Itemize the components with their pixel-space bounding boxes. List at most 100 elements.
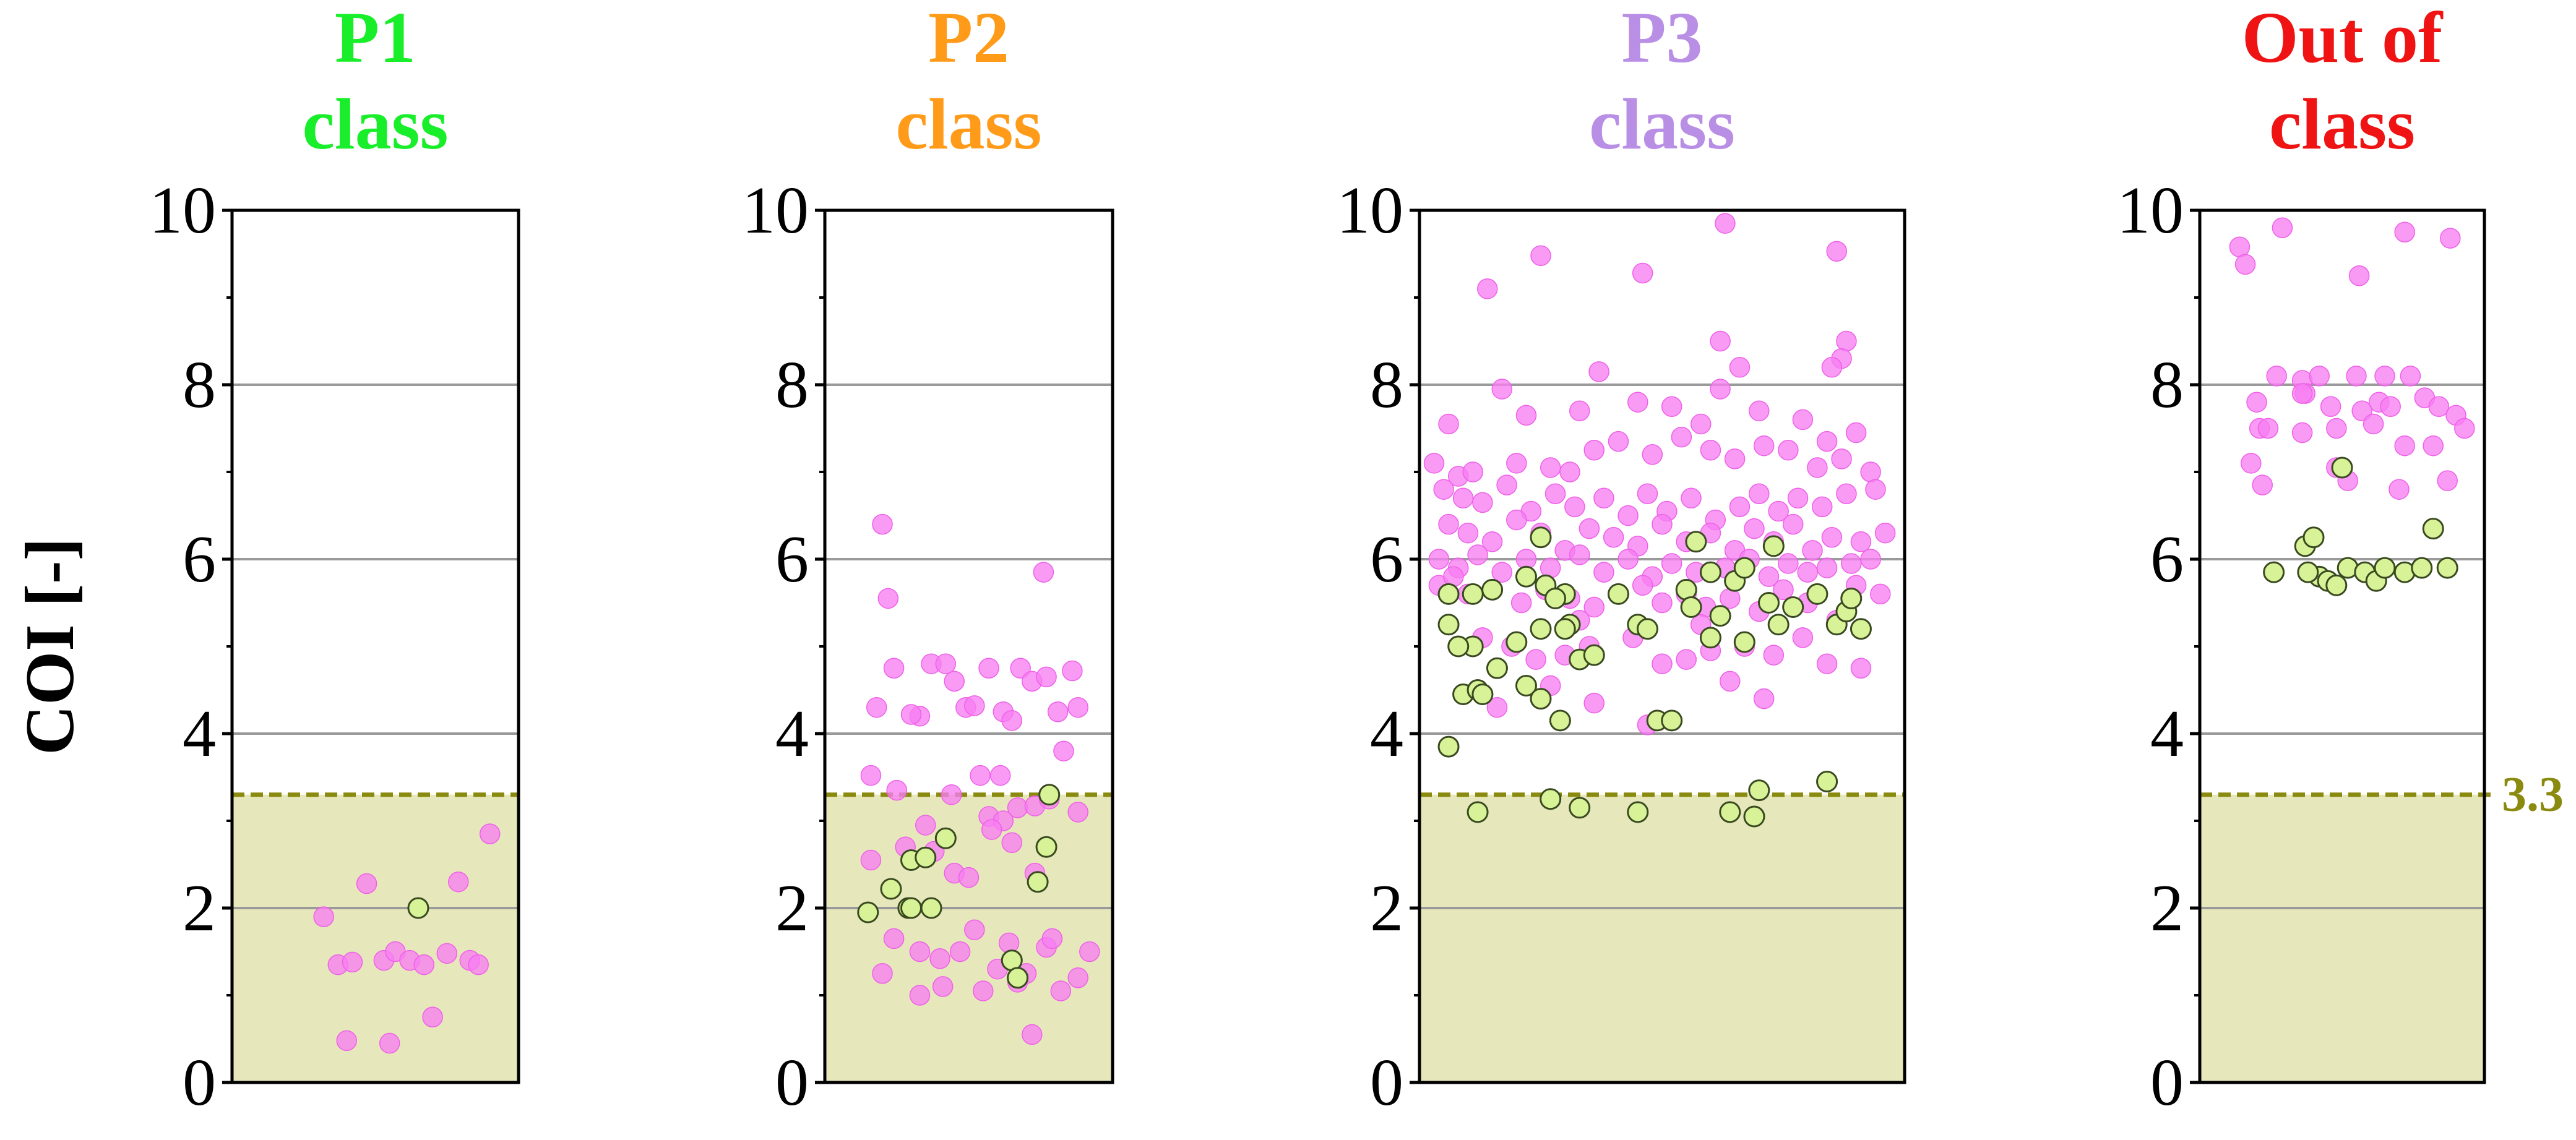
- data-point-magenta: [2400, 366, 2421, 387]
- data-point-green: [1743, 805, 1765, 828]
- data-point-magenta: [883, 928, 905, 949]
- data-point-green: [1506, 631, 1528, 653]
- data-point-magenta: [2229, 236, 2251, 257]
- data-point-magenta: [1540, 457, 1561, 478]
- data-point-magenta: [1642, 444, 1663, 465]
- data-point-magenta: [1472, 492, 1493, 513]
- data-point-magenta: [1720, 671, 1741, 692]
- data-point-magenta: [1583, 692, 1605, 714]
- data-point-green: [1462, 583, 1484, 605]
- data-point-green: [1515, 674, 1537, 696]
- data-point-magenta: [1778, 553, 1799, 574]
- data-point-magenta: [872, 963, 893, 984]
- data-point-magenta: [1749, 483, 1770, 504]
- data-point-green: [1583, 644, 1605, 666]
- data-point-green: [1680, 596, 1702, 619]
- data-point-magenta: [860, 765, 882, 786]
- data-point-magenta: [1836, 330, 1857, 352]
- data-point-green: [880, 878, 902, 900]
- data-point-magenta: [468, 954, 489, 975]
- data-point-green: [1762, 535, 1785, 557]
- data-point-magenta: [1661, 553, 1682, 574]
- data-point-magenta: [1544, 483, 1566, 504]
- data-point-magenta: [1821, 527, 1843, 548]
- data-point-magenta: [883, 658, 905, 679]
- data-point-magenta: [1710, 379, 1731, 400]
- data-point-green: [1027, 871, 1049, 893]
- data-point-magenta: [1433, 479, 1454, 500]
- threshold-region: [1419, 794, 1905, 1082]
- panel-title-line2: class: [1589, 84, 1735, 165]
- y-tick-label: 10: [742, 174, 809, 247]
- data-point-green: [1471, 684, 1494, 706]
- data-point-magenta: [964, 919, 985, 940]
- data-point-green: [1709, 605, 1731, 627]
- data-point-magenta: [2241, 453, 2262, 474]
- data-point-green: [1699, 561, 1721, 583]
- y-tick-label: 10: [1337, 174, 1403, 247]
- data-point-magenta: [1632, 575, 1653, 596]
- data-point-green: [1699, 627, 1721, 649]
- data-point-magenta: [1496, 474, 1517, 495]
- y-tick-label: 2: [775, 872, 809, 945]
- data-point-magenta: [422, 1006, 443, 1027]
- data-point-magenta: [1067, 802, 1088, 823]
- data-point-magenta: [1690, 413, 1712, 435]
- data-point-magenta: [909, 941, 931, 962]
- data-point-green: [407, 897, 429, 919]
- data-point-magenta: [909, 985, 931, 1006]
- panel-title-line2: class: [2269, 84, 2415, 165]
- panel-title-line1: Out of: [2242, 0, 2444, 78]
- data-point-green: [1661, 709, 1683, 732]
- data-point-magenta: [1618, 549, 1639, 570]
- data-point-magenta: [1510, 592, 1532, 614]
- data-point-magenta: [1481, 531, 1503, 552]
- data-point-magenta: [2351, 400, 2372, 422]
- data-point-magenta: [2374, 366, 2395, 387]
- data-point-magenta: [1050, 980, 1072, 1001]
- data-point-magenta: [1860, 549, 1881, 570]
- data-point-green: [1486, 657, 1508, 679]
- data-point-magenta: [1652, 653, 1673, 674]
- data-point-magenta: [1506, 509, 1527, 531]
- y-axis-label: COI [-]: [12, 538, 88, 755]
- data-point-magenta: [1816, 431, 1838, 452]
- y-tick-label: 4: [1370, 697, 1403, 771]
- data-point-green: [1636, 618, 1658, 640]
- panel-title-line2: class: [303, 84, 449, 165]
- data-point-magenta: [981, 819, 1002, 840]
- data-point-magenta: [998, 932, 1020, 954]
- data-point-green: [2325, 574, 2348, 596]
- data-point-magenta: [1652, 592, 1673, 614]
- data-point-magenta: [2320, 396, 2341, 417]
- data-point-green: [1850, 618, 1872, 640]
- data-point-magenta: [2394, 221, 2415, 242]
- data-point-green: [1515, 565, 1537, 588]
- data-point-magenta: [356, 873, 377, 894]
- data-point-magenta: [877, 588, 899, 609]
- data-point-magenta: [958, 867, 980, 888]
- data-point-magenta: [1797, 562, 1818, 583]
- data-point-magenta: [932, 976, 954, 997]
- data-point-green: [1719, 801, 1741, 823]
- data-point-magenta: [1637, 483, 1658, 504]
- y-tick-label: 6: [183, 523, 216, 596]
- data-point-magenta: [2454, 418, 2475, 439]
- data-point-magenta: [1467, 544, 1488, 565]
- data-point-green: [920, 897, 942, 919]
- data-point-magenta: [2246, 392, 2267, 413]
- data-point-magenta: [872, 513, 893, 535]
- panel-title-line2: class: [896, 84, 1042, 165]
- data-point-green: [1530, 526, 1552, 549]
- data-point-green: [2297, 561, 2319, 583]
- panel-title-line1: P2: [928, 0, 1009, 78]
- data-point-green: [1447, 635, 1470, 658]
- data-point-magenta: [1768, 500, 1789, 522]
- data-point-magenta: [866, 696, 887, 718]
- data-point-green: [1840, 587, 1863, 609]
- data-point-magenta: [1836, 483, 1857, 504]
- data-point-magenta: [1036, 666, 1057, 688]
